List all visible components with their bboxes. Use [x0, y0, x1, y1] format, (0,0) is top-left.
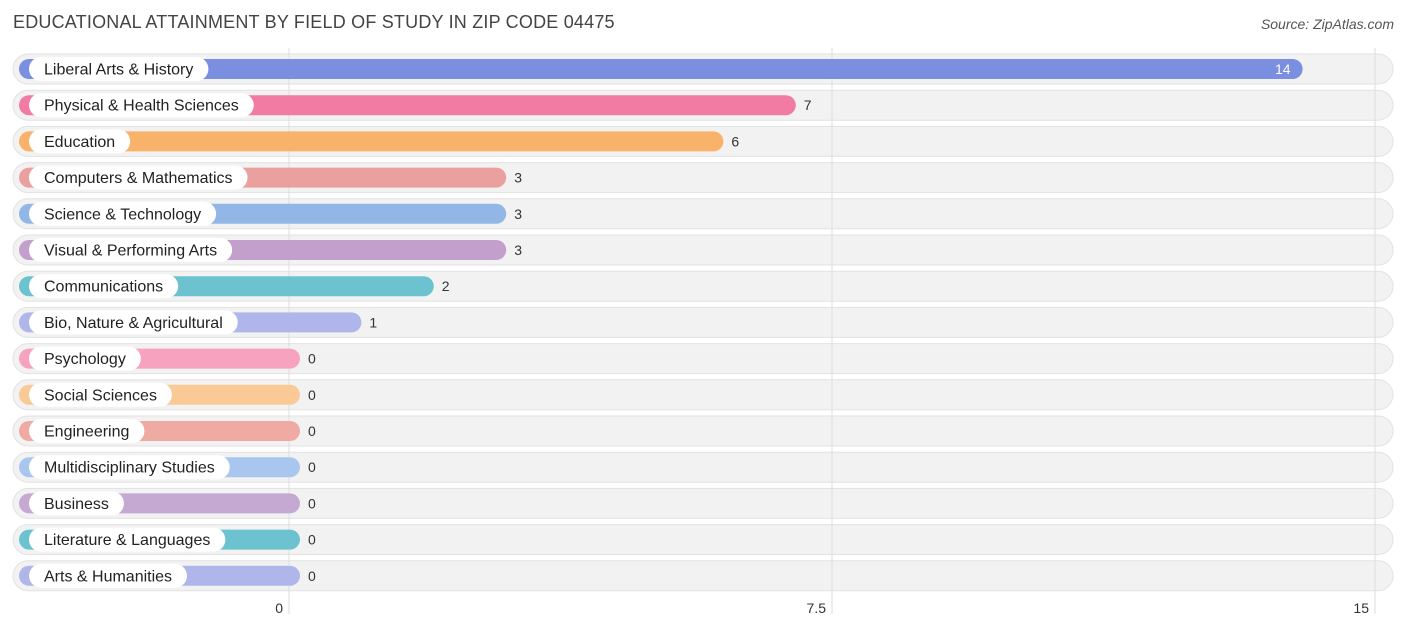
category-label: Engineering [44, 424, 129, 441]
category-label-pill [29, 57, 209, 81]
row-background [12, 524, 1394, 556]
category-label-pill [29, 419, 145, 443]
bar [19, 131, 724, 152]
row-background [12, 487, 1394, 519]
category-label: Multidisciplinary Studies [44, 460, 215, 477]
data-label: 0 [308, 459, 316, 475]
category-label-pill [29, 274, 179, 299]
category-label: Arts & Humanities [44, 568, 172, 585]
category-label-pill [29, 491, 124, 516]
data-label: 2 [442, 278, 450, 294]
data-label: 6 [731, 133, 739, 149]
chart-title: EDUCATIONAL ATTAINMENT BY FIELD OF STUDY… [13, 12, 615, 32]
data-label: 0 [308, 351, 316, 367]
data-label: 0 [308, 568, 316, 584]
data-label: 3 [514, 242, 522, 258]
category-label: Computers & Mathematics [44, 170, 233, 187]
category-label: Bio, Nature & Agricultural [44, 315, 223, 332]
category-label-pill [29, 93, 254, 118]
data-label: 3 [514, 206, 522, 222]
category-label-pill [29, 129, 131, 154]
row-background [12, 415, 1394, 447]
category-label: Science & Technology [44, 206, 201, 223]
chart-source: Source: ZipAtlas.com [1260, 16, 1394, 32]
data-label: 14 [1275, 61, 1291, 77]
category-label: Business [44, 496, 109, 513]
category-label: Visual & Performing Arts [44, 243, 217, 260]
x-tick-label: 7.5 [807, 600, 827, 616]
data-label: 1 [369, 314, 377, 330]
category-label-pill [29, 563, 188, 588]
category-label: Communications [44, 279, 163, 296]
row-background [12, 451, 1394, 483]
category-label: Social Sciences [44, 387, 157, 404]
data-label: 3 [514, 170, 522, 186]
category-label-pill [29, 382, 172, 407]
category-label-pill [29, 201, 217, 226]
category-label-pill [29, 310, 238, 335]
category-label-pill [29, 527, 226, 552]
category-label-pill [29, 238, 233, 262]
row-background [12, 343, 1394, 375]
x-tick-label: 15 [1353, 600, 1369, 616]
category-label: Education [44, 134, 115, 151]
category-label-pill [29, 346, 141, 371]
bar [19, 59, 1303, 79]
category-label-pill [29, 455, 230, 480]
category-label: Literature & Languages [44, 532, 210, 549]
category-label-pill [29, 165, 248, 190]
data-label: 0 [308, 387, 316, 403]
data-label: 0 [308, 495, 316, 511]
category-label: Liberal Arts & History [44, 62, 193, 79]
data-label: 0 [308, 423, 316, 439]
x-tick-label: 0 [275, 600, 283, 616]
row-background [12, 560, 1394, 592]
category-label: Physical & Health Sciences [44, 98, 239, 115]
data-label: 7 [804, 97, 812, 113]
data-label: 0 [308, 532, 316, 548]
row-background [12, 379, 1394, 411]
category-label: Psychology [44, 351, 126, 368]
